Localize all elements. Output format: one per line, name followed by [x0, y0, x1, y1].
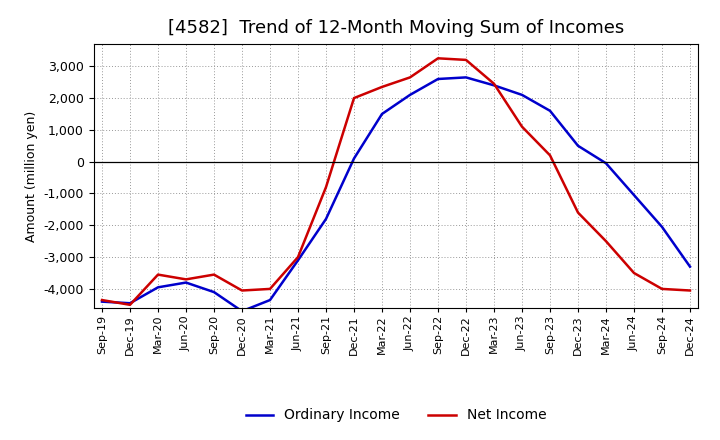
Net Income	[238, 288, 246, 293]
Ordinary Income	[602, 161, 611, 166]
Ordinary Income	[210, 290, 218, 295]
Line: Ordinary Income: Ordinary Income	[102, 77, 690, 311]
Net Income	[378, 84, 387, 90]
Ordinary Income	[266, 297, 274, 303]
Net Income	[433, 56, 442, 61]
Net Income	[685, 288, 694, 293]
Line: Net Income: Net Income	[102, 59, 690, 305]
Net Income	[405, 75, 414, 80]
Ordinary Income	[181, 280, 190, 285]
Net Income	[266, 286, 274, 292]
Net Income	[294, 254, 302, 260]
Ordinary Income	[518, 92, 526, 98]
Y-axis label: Amount (million yen): Amount (million yen)	[25, 110, 38, 242]
Ordinary Income	[685, 264, 694, 269]
Ordinary Income	[238, 308, 246, 314]
Ordinary Income	[322, 216, 330, 222]
Net Income	[98, 297, 107, 303]
Legend: Ordinary Income, Net Income: Ordinary Income, Net Income	[240, 403, 552, 428]
Net Income	[153, 272, 162, 277]
Net Income	[602, 238, 611, 244]
Net Income	[657, 286, 666, 292]
Ordinary Income	[490, 83, 498, 88]
Ordinary Income	[126, 301, 135, 306]
Ordinary Income	[405, 92, 414, 98]
Ordinary Income	[350, 156, 359, 161]
Ordinary Income	[657, 224, 666, 230]
Ordinary Income	[378, 111, 387, 117]
Net Income	[574, 210, 582, 215]
Net Income	[210, 272, 218, 277]
Ordinary Income	[462, 75, 470, 80]
Ordinary Income	[294, 258, 302, 263]
Net Income	[518, 124, 526, 129]
Net Income	[322, 184, 330, 190]
Ordinary Income	[546, 108, 554, 114]
Title: [4582]  Trend of 12-Month Moving Sum of Incomes: [4582] Trend of 12-Month Moving Sum of I…	[168, 19, 624, 37]
Ordinary Income	[574, 143, 582, 148]
Net Income	[462, 57, 470, 62]
Ordinary Income	[433, 77, 442, 82]
Ordinary Income	[98, 299, 107, 304]
Net Income	[350, 95, 359, 101]
Net Income	[546, 153, 554, 158]
Ordinary Income	[153, 285, 162, 290]
Net Income	[181, 277, 190, 282]
Net Income	[126, 302, 135, 308]
Net Income	[490, 81, 498, 86]
Net Income	[630, 270, 639, 275]
Ordinary Income	[630, 192, 639, 198]
